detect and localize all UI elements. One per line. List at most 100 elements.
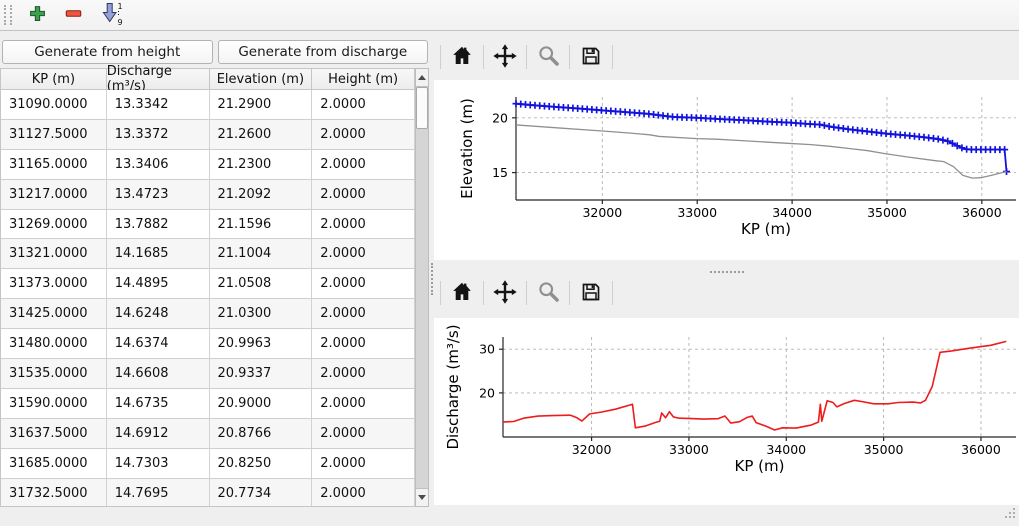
home-button[interactable] <box>447 278 477 308</box>
discharge-plot-canvas[interactable]: 32000 33000 34000 35000 36000 20 30 KP (m) Disch… <box>434 318 1019 505</box>
table-cell[interactable]: 13.4723 <box>106 179 210 210</box>
table-cell[interactable]: 14.7303 <box>106 448 210 479</box>
table-row: 31127.5000 13.3372 21.2600 2.0000 <box>1 119 415 150</box>
table-cell[interactable]: 2.0000 <box>312 149 415 180</box>
table-cell[interactable]: 14.6248 <box>106 299 210 330</box>
table-cell[interactable]: 14.6374 <box>106 329 210 360</box>
table-cell[interactable]: 20.8766 <box>209 418 313 449</box>
table-cell[interactable]: 13.7882 <box>106 209 210 240</box>
pan-button[interactable] <box>490 278 520 308</box>
table-cell[interactable]: 2.0000 <box>312 388 415 419</box>
column-header[interactable]: KP (m) <box>1 69 107 89</box>
table-cell[interactable]: 14.6735 <box>106 388 210 419</box>
table-cell[interactable]: 31090.0000 <box>1 90 107 120</box>
table-cell[interactable]: 31321.0000 <box>1 239 107 270</box>
home-button[interactable] <box>447 42 477 72</box>
zoom-button[interactable] <box>533 278 563 308</box>
table-cell[interactable]: 13.3372 <box>106 119 210 150</box>
x-tick-label: 35000 <box>867 205 907 220</box>
table-cell[interactable]: 2.0000 <box>312 329 415 360</box>
zoom-button[interactable] <box>533 42 563 72</box>
table-cell[interactable]: 21.0300 <box>209 299 313 330</box>
table-cell[interactable]: 31637.5000 <box>1 418 107 449</box>
table-cell[interactable]: 31685.0000 <box>1 448 107 479</box>
toolbar-separator <box>526 45 527 69</box>
table-cell[interactable]: 2.0000 <box>312 418 415 449</box>
save-button[interactable] <box>576 278 606 308</box>
toolbar-grip-handle[interactable] <box>4 5 12 25</box>
table-cell[interactable]: 13.3342 <box>106 90 210 120</box>
table-cell[interactable]: 21.2092 <box>209 179 313 210</box>
main-toolbar: 1 9 <box>0 0 1019 31</box>
table-cell[interactable]: 2.0000 <box>312 478 415 506</box>
svg-text:9: 9 <box>118 18 123 26</box>
discharge-plot[interactable]: 32000 33000 34000 35000 36000 20 30 KP (m) Disch… <box>434 318 1019 505</box>
column-header[interactable]: Elevation (m) <box>210 69 313 89</box>
y-axis-label: Elevation (m) <box>458 98 476 199</box>
scroll-down-button[interactable] <box>416 488 428 506</box>
elevation-plot[interactable]: 32000 33000 34000 35000 36000 15 20 KP (m) Eleva… <box>434 80 1019 260</box>
table-cell[interactable]: 31732.5000 <box>1 478 107 506</box>
save-button[interactable] <box>576 42 606 72</box>
x-axis-label: KP (m) <box>741 220 791 238</box>
table-cell[interactable]: 20.8250 <box>209 448 313 479</box>
vertical-splitter[interactable] <box>430 32 434 526</box>
sort-button[interactable]: 1 9 <box>94 1 130 29</box>
table-cell[interactable]: 20.7734 <box>210 478 313 506</box>
x-tick-label: 34000 <box>766 442 806 457</box>
table-cell[interactable]: 21.0508 <box>209 269 313 300</box>
table-pane: Generate from height Generate from disch… <box>0 32 430 526</box>
table-cell[interactable]: 21.1004 <box>209 239 313 270</box>
table-cell[interactable]: 2.0000 <box>312 359 415 389</box>
scroll-up-icon <box>418 75 426 80</box>
table-cell[interactable]: 2.0000 <box>312 90 415 120</box>
table-cell[interactable]: 21.2900 <box>209 90 313 120</box>
table-cell[interactable]: 2.0000 <box>312 299 415 330</box>
table-cell[interactable]: 20.9337 <box>209 359 313 389</box>
horizontal-splitter[interactable] <box>434 266 1019 278</box>
table-cell[interactable]: 2.0000 <box>312 119 415 150</box>
add-row-button[interactable] <box>22 1 52 29</box>
table-cell[interactable]: 31425.0000 <box>1 299 107 330</box>
table-cell[interactable]: 31269.0000 <box>1 209 107 240</box>
table-cell[interactable]: 14.4895 <box>106 269 210 300</box>
table-cell[interactable]: 31373.0000 <box>1 269 107 300</box>
table-cell[interactable]: 13.3406 <box>106 149 210 180</box>
table-row: 31685.0000 14.7303 20.8250 2.0000 <box>1 448 415 479</box>
remove-row-button[interactable] <box>58 1 88 29</box>
column-header[interactable]: Height (m) <box>312 69 415 89</box>
table-cell[interactable]: 20.9963 <box>209 329 313 360</box>
pan-button[interactable] <box>490 42 520 72</box>
table-cell[interactable]: 2.0000 <box>312 448 415 479</box>
table-scrollbar[interactable] <box>415 68 429 507</box>
window-size-grip[interactable] <box>1003 506 1017 524</box>
magnifier-icon <box>536 279 561 307</box>
table-cell[interactable]: 14.7695 <box>107 478 210 506</box>
table-cell[interactable]: 21.2300 <box>209 149 313 180</box>
minus-icon <box>65 5 82 25</box>
generate-from-discharge-button[interactable]: Generate from discharge <box>217 40 428 64</box>
table-cell[interactable]: 31480.0000 <box>1 329 107 360</box>
table-cell[interactable]: 31127.5000 <box>1 119 107 150</box>
table-cell[interactable]: 14.1685 <box>106 239 210 270</box>
table-cell[interactable]: 14.6912 <box>106 418 210 449</box>
toolbar-separator <box>440 281 441 305</box>
table-cell[interactable]: 2.0000 <box>312 239 415 270</box>
table-cell[interactable]: 2.0000 <box>312 209 415 240</box>
table-cell[interactable]: 31217.0000 <box>1 179 107 210</box>
table-cell[interactable]: 14.6608 <box>106 359 210 389</box>
table-cell[interactable]: 21.1596 <box>209 209 313 240</box>
table-cell[interactable]: 2.0000 <box>312 179 415 210</box>
column-header[interactable]: Discharge (m³/s) <box>107 64 210 94</box>
plus-icon <box>29 5 46 25</box>
table-cell[interactable]: 20.9000 <box>209 388 313 419</box>
elevation-plot-canvas[interactable]: 32000 33000 34000 35000 36000 15 20 KP (m) Eleva… <box>434 80 1019 260</box>
table-cell[interactable]: 2.0000 <box>312 269 415 300</box>
generate-from-height-button[interactable]: Generate from height <box>2 40 213 64</box>
table-cell[interactable]: 31165.0000 <box>1 149 107 180</box>
table-cell[interactable]: 21.2600 <box>209 119 313 150</box>
scrollbar-thumb[interactable] <box>416 87 428 129</box>
scroll-up-button[interactable] <box>416 69 428 87</box>
table-cell[interactable]: 31535.0000 <box>1 359 107 389</box>
table-cell[interactable]: 31590.0000 <box>1 388 107 419</box>
